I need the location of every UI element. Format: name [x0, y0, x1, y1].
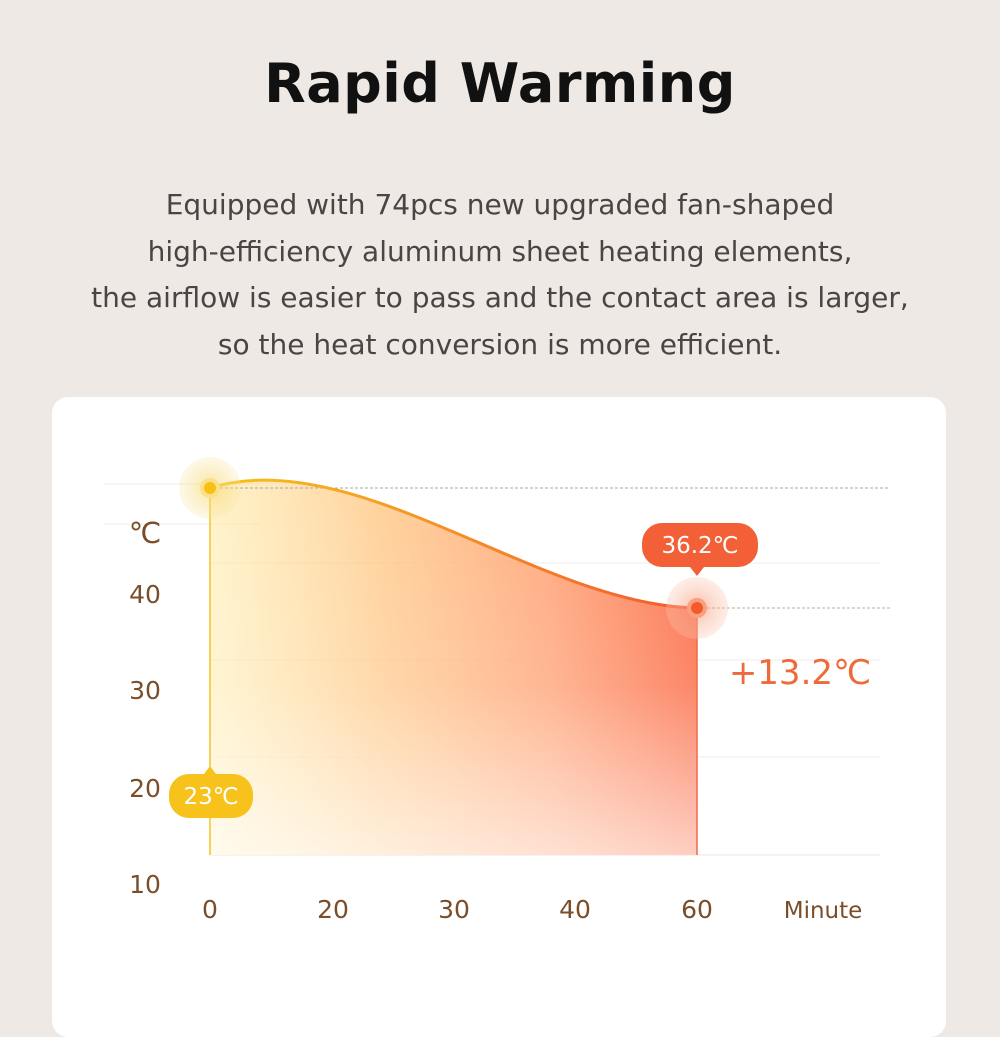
description: Equipped with 74pcs new upgraded fan-sha… — [0, 182, 1000, 368]
y-tick-label: 10 — [129, 870, 161, 899]
y-tick-label: 30 — [129, 676, 161, 705]
y-tick-label: 20 — [129, 774, 161, 803]
start-label-pointer — [204, 766, 216, 774]
description-line-4: so the heat conversion is more efficient… — [217, 327, 783, 361]
x-tick-label: 20 — [317, 895, 349, 924]
start-label-badge: 23℃ — [169, 766, 253, 818]
description-line-2: high-efficiency aluminum sheet heating e… — [147, 234, 853, 268]
end-point — [687, 598, 707, 618]
x-tick-label: 0 — [202, 895, 218, 924]
description-line-3: the airflow is easier to pass and the co… — [91, 281, 909, 314]
page-title: Rapid Warming — [264, 52, 736, 115]
x-tick-label: 60 — [681, 895, 713, 924]
y-axis-ticks: 40 30 20 10 — [129, 580, 161, 899]
start-point — [200, 478, 220, 498]
y-tick-label: 40 — [129, 580, 161, 609]
description-line-1: Equipped with 74pcs new upgraded fan-sha… — [165, 188, 835, 221]
series-line — [209, 478, 698, 610]
x-axis-label: Minute — [784, 898, 863, 924]
end-label: 36.2℃ — [661, 533, 738, 559]
x-tick-label: 30 — [438, 895, 470, 924]
x-axis-ticks: 0 20 30 40 60 — [202, 895, 713, 924]
area-fade — [210, 480, 697, 855]
end-label-badge: 36.2℃ — [642, 523, 758, 576]
temperature-chart: 23℃ 36.2℃ +13.2℃ ℃ 40 30 20 10 0 20 30 40 60 Mi… — [104, 457, 890, 924]
y-unit-label: ℃ — [129, 516, 162, 550]
end-label-bg — [642, 523, 758, 567]
delta-label: +13.2℃ — [729, 653, 871, 693]
end-label-pointer — [690, 567, 704, 576]
start-label-bg — [169, 774, 253, 818]
start-label: 23℃ — [183, 784, 238, 810]
x-tick-label: 40 — [559, 895, 591, 924]
